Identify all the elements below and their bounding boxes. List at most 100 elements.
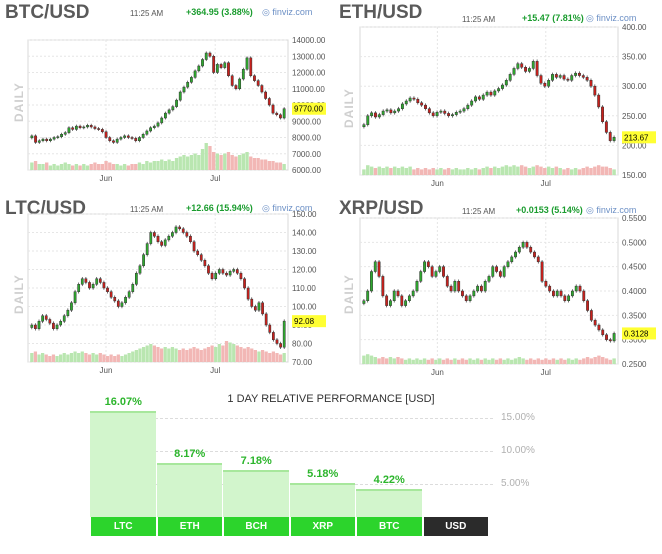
candle (531, 61, 535, 69)
candle (362, 124, 366, 128)
perf-category-eth[interactable]: ETH (157, 517, 222, 536)
volume-bar (69, 353, 74, 362)
candle (604, 121, 608, 133)
candle (126, 135, 130, 138)
volume-bar (74, 164, 79, 170)
volume-bar (203, 348, 207, 362)
candle (197, 65, 201, 72)
volume-bar (513, 358, 518, 364)
volume-bar (109, 354, 113, 362)
candle (89, 125, 93, 128)
candle (430, 266, 434, 277)
candle (70, 302, 73, 311)
candle (116, 300, 120, 307)
volume-bar (44, 354, 48, 362)
candle (59, 321, 63, 326)
y-tick-label: 250.00 (622, 112, 647, 121)
volume-bar (48, 356, 52, 362)
volume-bar (170, 347, 175, 362)
volume-bar (111, 164, 116, 170)
volume-bar (601, 357, 605, 364)
volume-bar (453, 358, 457, 364)
volume-bar (182, 155, 186, 170)
volume-bar (550, 168, 555, 175)
volume-bar (392, 358, 396, 364)
candle (450, 114, 454, 117)
candle (533, 251, 536, 258)
candle (207, 265, 210, 274)
candle (253, 75, 256, 81)
eth-time: 11:25 AM (462, 15, 496, 24)
candle (370, 112, 374, 117)
candle (527, 68, 531, 72)
candle (74, 125, 78, 130)
candle (30, 135, 34, 139)
candle (80, 278, 84, 285)
btc-change: +364.95 (3.88%) (186, 7, 253, 17)
candle (119, 137, 123, 140)
candle (574, 72, 578, 76)
perf-bar (356, 489, 422, 517)
candle (235, 269, 239, 274)
volume-bar (574, 358, 578, 364)
candle (593, 319, 597, 326)
volume-bar (589, 358, 594, 364)
volume-bar (385, 166, 389, 175)
finviz-logo-icon: ◎ (262, 7, 270, 17)
volume-bar (500, 166, 505, 175)
volume-bar (593, 357, 597, 364)
perf-category-ltc[interactable]: LTC (91, 517, 156, 536)
perf-category-bch[interactable]: BCH (224, 517, 289, 536)
candle (558, 75, 562, 78)
volume-bar (200, 149, 205, 170)
candle (120, 302, 124, 307)
candle (464, 295, 468, 301)
candle (178, 91, 182, 101)
volume-bar (241, 153, 246, 170)
volume-bar (593, 166, 597, 175)
volume-bar (415, 358, 419, 364)
candle (578, 285, 582, 292)
candle (62, 315, 66, 322)
volume-bar (77, 353, 81, 362)
volume-bar (365, 354, 370, 364)
volume-bar (422, 358, 427, 364)
candle (282, 320, 286, 348)
y-tick-label: 110.00 (292, 284, 316, 293)
perf-category-btc[interactable]: BTC (357, 517, 422, 536)
volume-bar (119, 165, 123, 170)
candle (397, 108, 401, 112)
candle (520, 63, 524, 68)
candle (585, 77, 589, 81)
perf-category-usd[interactable]: USD (423, 517, 488, 536)
volume-bar (264, 351, 268, 362)
volume-bar (263, 159, 268, 170)
candle (442, 266, 445, 277)
candle (412, 97, 416, 100)
candle (389, 300, 392, 306)
perf-gridline (90, 451, 493, 453)
candle (208, 52, 212, 57)
volume-bar (217, 344, 221, 362)
candle (407, 295, 411, 301)
volume-bar (434, 359, 438, 364)
volume-bar (543, 168, 547, 175)
y-tick-label: 150.00 (622, 171, 647, 180)
volume-bar (547, 359, 552, 364)
candle (577, 72, 581, 76)
candle (597, 324, 601, 331)
candle (156, 235, 160, 243)
volume-bar (245, 152, 249, 170)
volume-bar (604, 166, 609, 175)
volume-bar (377, 358, 381, 364)
candle (160, 241, 163, 246)
perf-category-xrp[interactable]: XRP (290, 517, 355, 536)
volume-bar (369, 355, 374, 364)
volume-bar (464, 359, 468, 364)
candle (153, 232, 156, 237)
candle (175, 99, 178, 107)
volume-bar (122, 164, 127, 170)
btc-watermark: ◎ finviz.com (262, 7, 312, 18)
volume-bar (400, 358, 404, 364)
candle (612, 333, 616, 342)
